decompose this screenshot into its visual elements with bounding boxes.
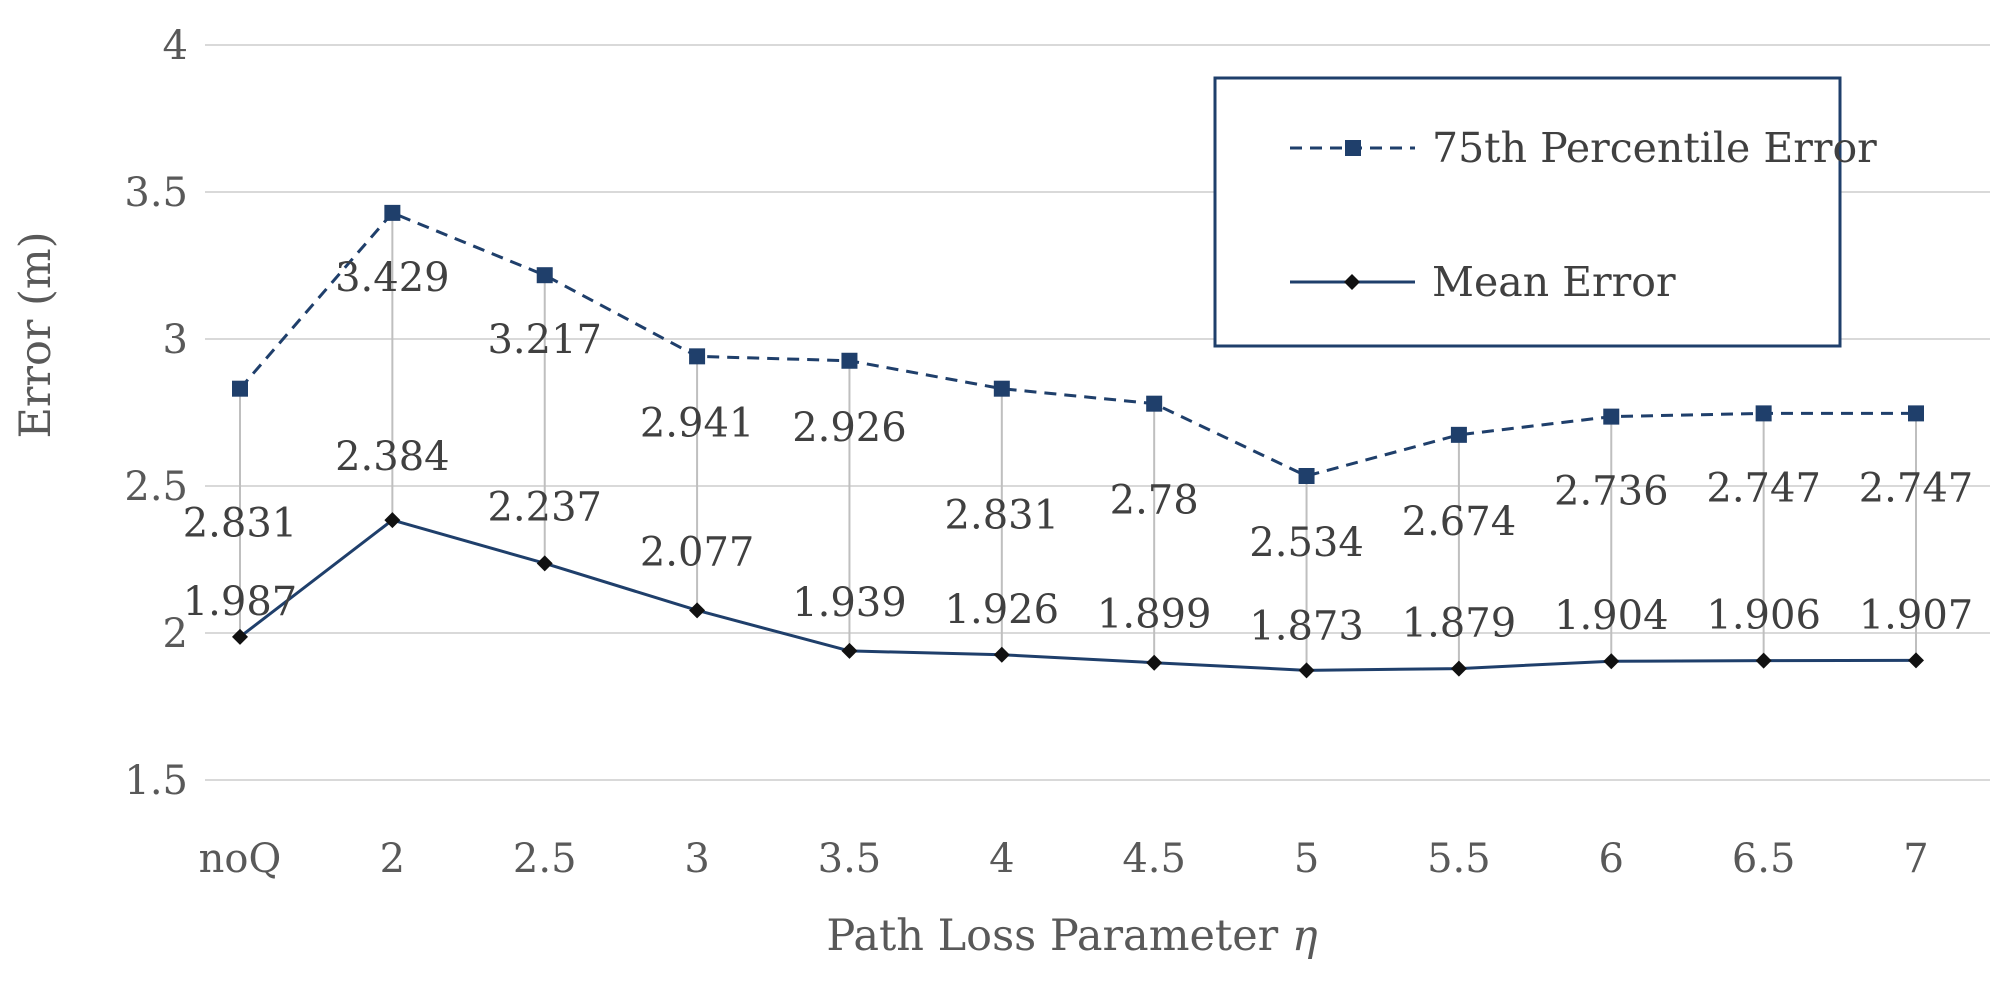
data-label-75th: 3.217	[487, 317, 602, 363]
x-tick-label: 5.5	[1427, 836, 1491, 882]
data-label-mean: 2.237	[487, 484, 602, 530]
data-label-75th: 2.534	[1249, 520, 1364, 566]
x-tick-label: 7	[1903, 836, 1928, 882]
series-75th-marker	[993, 380, 1010, 397]
series-75th-marker	[232, 380, 248, 397]
series-75th-marker	[1298, 468, 1315, 485]
legend-box	[1213, 76, 1842, 348]
legend-mean-label: Mean Error	[1432, 258, 1676, 306]
series-mean-marker	[1755, 652, 1772, 669]
series-mean-marker	[841, 642, 858, 659]
series-mean-marker	[993, 646, 1010, 663]
data-label-mean: 1.926	[945, 587, 1060, 633]
x-tick-label: 2	[380, 836, 405, 882]
y-tick-label: 3.5	[124, 170, 188, 216]
series-lines	[238, 211, 1917, 672]
x-tick-label: 6.5	[1732, 836, 1796, 882]
x-tick-label: 6	[1599, 836, 1624, 882]
x-axis-tick-labels: noQ 2 2.5 3 3.5 4 4.5 5 5.5 6 6.5 7	[199, 836, 1929, 882]
data-label-mean: 2.384	[335, 434, 450, 480]
series-mean-marker	[1146, 654, 1163, 671]
x-tick-label: noQ	[199, 836, 282, 882]
data-label-75th: 2.78	[1110, 478, 1199, 524]
series-75th-marker	[1908, 405, 1924, 422]
legend-75th-label: 75th Percentile Error	[1432, 124, 1877, 172]
y-axis-title: Error (m)	[11, 232, 61, 439]
data-label-mean: 2.077	[640, 529, 755, 575]
drop-lines	[239, 212, 1917, 671]
gridlines	[205, 44, 1990, 781]
y-tick-label: 4	[163, 23, 188, 69]
series-mean-marker	[384, 512, 401, 529]
x-axis-title-text: Path Loss Parameter	[826, 911, 1292, 961]
data-label-mean: 1.939	[792, 580, 907, 626]
series-75th-marker	[1755, 405, 1772, 422]
data-label-75th: 3.429	[335, 255, 450, 301]
series-75th-marker	[841, 352, 858, 369]
series-75th-marker	[1450, 426, 1467, 443]
data-label-75th: 2.674	[1402, 499, 1517, 545]
data-label-mean: 1.987	[183, 579, 298, 625]
series-mean-line	[239, 518, 1917, 672]
data-label-75th: 2.736	[1554, 469, 1669, 515]
data-label-75th: 2.747	[1859, 465, 1974, 511]
series-mean-marker	[1603, 653, 1620, 670]
series-75th-marker	[384, 204, 401, 221]
series-mean-marker	[1450, 660, 1467, 677]
x-axis-title-symbol: η	[1292, 911, 1318, 961]
series-mean-marker	[536, 555, 553, 572]
series-markers	[232, 204, 1924, 679]
series-mean-marker	[689, 602, 706, 619]
y-axis-tick-labels: 1.5 2 2.5 3 3.5 4	[124, 23, 188, 804]
data-label-75th: 2.747	[1706, 465, 1821, 511]
legend: 75th Percentile Error Mean Error	[1213, 76, 1877, 348]
legend-75th-marker	[1345, 140, 1361, 156]
data-label-mean: 1.906	[1706, 593, 1821, 639]
data-labels: 2.831 3.429 3.217 2.941 2.926 2.831 2.78 2.534 2…	[183, 255, 1974, 649]
data-label-75th: 2.831	[945, 493, 1060, 539]
series-75th-marker	[536, 267, 553, 284]
series-75th-marker	[1146, 395, 1163, 412]
series-mean-marker	[232, 628, 248, 645]
y-tick-label: 1.5	[124, 758, 188, 804]
x-tick-label: 2.5	[513, 836, 577, 882]
data-label-mean: 1.879	[1402, 601, 1517, 647]
series-75th-percentile-line	[238, 211, 1916, 478]
x-tick-label: 4.5	[1122, 836, 1186, 882]
data-label-75th: 2.831	[183, 501, 298, 547]
data-label-75th: 2.926	[792, 405, 907, 451]
data-label-mean: 1.899	[1097, 592, 1212, 638]
y-tick-label: 3	[163, 317, 188, 363]
series-mean-marker	[1298, 662, 1315, 679]
x-tick-label: 3	[684, 836, 709, 882]
y-tick-label: 2	[163, 611, 188, 657]
series-mean-marker	[1908, 652, 1924, 669]
series-75th-marker	[1603, 408, 1620, 425]
x-axis-title: Path Loss Parameter η	[826, 911, 1318, 961]
data-label-75th: 2.941	[640, 400, 755, 446]
y-tick-label: 2.5	[124, 464, 188, 510]
x-tick-label: 3.5	[818, 836, 882, 882]
legend-mean-marker	[1344, 274, 1360, 290]
series-75th-marker	[689, 348, 706, 365]
data-label-mean: 1.873	[1249, 603, 1364, 649]
x-tick-label: 5	[1294, 836, 1319, 882]
data-label-mean: 1.907	[1859, 592, 1974, 638]
data-label-mean: 1.904	[1554, 593, 1669, 639]
x-tick-label: 4	[989, 836, 1014, 882]
